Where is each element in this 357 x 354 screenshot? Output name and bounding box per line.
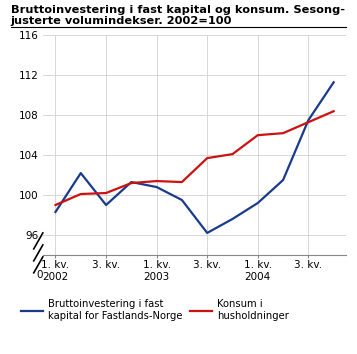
Text: justerte volumindekser. 2002=100: justerte volumindekser. 2002=100 xyxy=(11,16,232,26)
Text: Bruttoinvestering i fast kapital og konsum. Sesong-: Bruttoinvestering i fast kapital og kons… xyxy=(11,5,345,15)
Text: 0: 0 xyxy=(36,270,43,280)
Legend: Bruttoinvestering i fast
kapital for Fastlands-Norge, Konsum i
husholdninger: Bruttoinvestering i fast kapital for Fas… xyxy=(21,299,289,321)
